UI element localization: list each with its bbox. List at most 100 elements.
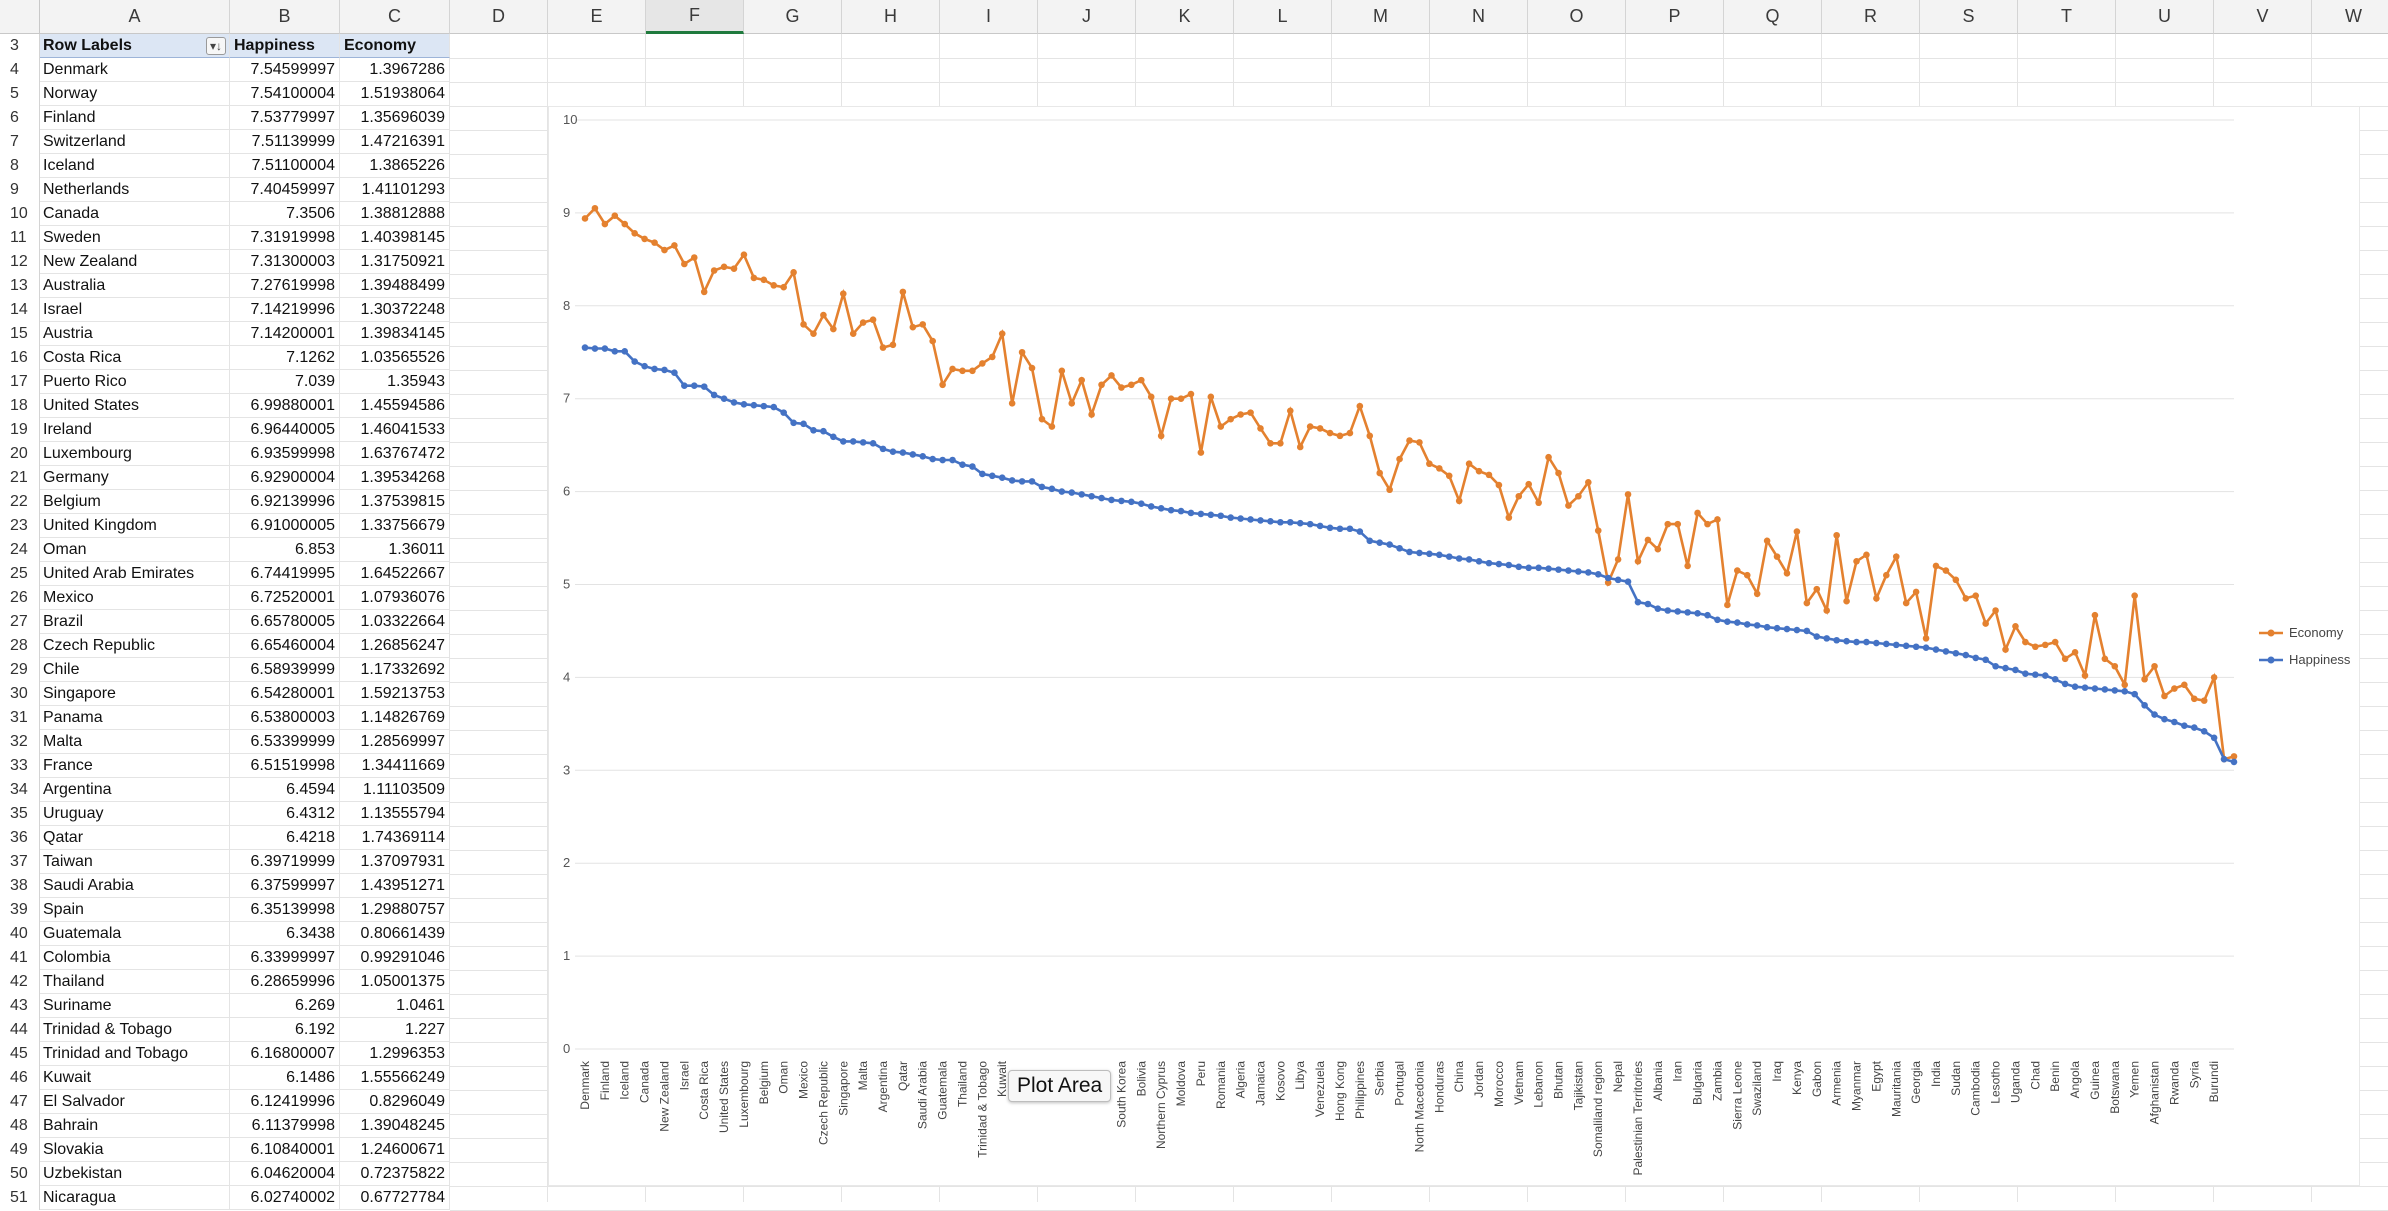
cell-country[interactable]: Finland xyxy=(40,106,230,130)
row-header[interactable]: 17 xyxy=(0,370,40,394)
cell-country[interactable]: Qatar xyxy=(40,826,230,850)
row-header[interactable]: 18 xyxy=(0,394,40,418)
cell-country[interactable]: Thailand xyxy=(40,970,230,994)
cell-economy[interactable]: 1.39048245 xyxy=(340,1114,450,1138)
cell-happiness[interactable]: 6.4594 xyxy=(230,778,340,802)
cell-happiness[interactable]: 7.14200001 xyxy=(230,322,340,346)
cell-happiness[interactable]: 6.65780005 xyxy=(230,610,340,634)
cell-economy[interactable]: 1.39834145 xyxy=(340,322,450,346)
sort-filter-icon[interactable]: ▾↓ xyxy=(206,37,226,55)
cell-country[interactable]: Trinidad & Tobago xyxy=(40,1018,230,1042)
column-header[interactable]: N xyxy=(1430,0,1528,34)
cell-country[interactable]: Oman xyxy=(40,538,230,562)
cell-economy[interactable]: 1.29880757 xyxy=(340,898,450,922)
cell-happiness[interactable]: 6.10840001 xyxy=(230,1138,340,1162)
cell-happiness[interactable]: 6.853 xyxy=(230,538,340,562)
cell-economy[interactable]: 0.99291046 xyxy=(340,946,450,970)
cell-economy[interactable]: 1.14826769 xyxy=(340,706,450,730)
cell-happiness[interactable]: 7.31300003 xyxy=(230,250,340,274)
row-header[interactable]: 41 xyxy=(0,946,40,970)
cell-economy[interactable]: 1.03322664 xyxy=(340,610,450,634)
cell-country[interactable]: Germany xyxy=(40,466,230,490)
row-header[interactable]: 12 xyxy=(0,250,40,274)
column-header[interactable]: W xyxy=(2312,0,2388,34)
cell-country[interactable]: Spain xyxy=(40,898,230,922)
cell-happiness[interactable]: 6.39719999 xyxy=(230,850,340,874)
cell-happiness[interactable]: 7.3506 xyxy=(230,202,340,226)
cell-economy[interactable]: 1.47216391 xyxy=(340,130,450,154)
row-header[interactable]: 43 xyxy=(0,994,40,1018)
cell-economy[interactable]: 0.72375822 xyxy=(340,1162,450,1186)
row-header[interactable]: 45 xyxy=(0,1042,40,1066)
cell-country[interactable]: Puerto Rico xyxy=(40,370,230,394)
column-header[interactable]: D xyxy=(450,0,548,34)
row-header[interactable]: 35 xyxy=(0,802,40,826)
cell-happiness[interactable]: 7.54599997 xyxy=(230,58,340,82)
cell-economy[interactable]: 1.39534268 xyxy=(340,466,450,490)
pivot-header-happiness[interactable]: Happiness xyxy=(230,34,340,58)
cell-economy[interactable]: 1.35696039 xyxy=(340,106,450,130)
cell-economy[interactable]: 1.31750921 xyxy=(340,250,450,274)
cell-economy[interactable]: 1.55566249 xyxy=(340,1066,450,1090)
column-header[interactable]: O xyxy=(1528,0,1626,34)
row-header[interactable]: 44 xyxy=(0,1018,40,1042)
cell-happiness[interactable]: 6.33999997 xyxy=(230,946,340,970)
cell-country[interactable]: Slovakia xyxy=(40,1138,230,1162)
row-header[interactable]: 27 xyxy=(0,610,40,634)
row-header[interactable]: 4 xyxy=(0,58,40,82)
row-header[interactable]: 9 xyxy=(0,178,40,202)
row-header[interactable]: 13 xyxy=(0,274,40,298)
cell-happiness[interactable]: 6.99880001 xyxy=(230,394,340,418)
cell-happiness[interactable]: 6.93599998 xyxy=(230,442,340,466)
cell-happiness[interactable]: 6.53399999 xyxy=(230,730,340,754)
row-header[interactable]: 32 xyxy=(0,730,40,754)
column-header[interactable]: A xyxy=(40,0,230,34)
cell-country[interactable]: Belgium xyxy=(40,490,230,514)
cell-country[interactable]: Norway xyxy=(40,82,230,106)
cell-happiness[interactable]: 6.74419995 xyxy=(230,562,340,586)
cell-country[interactable]: Israel xyxy=(40,298,230,322)
cell-country[interactable]: Trinidad and Tobago xyxy=(40,1042,230,1066)
cell-happiness[interactable]: 6.4218 xyxy=(230,826,340,850)
cell-economy[interactable]: 1.28569997 xyxy=(340,730,450,754)
cell-happiness[interactable]: 6.3438 xyxy=(230,922,340,946)
cell-country[interactable]: Malta xyxy=(40,730,230,754)
cell-happiness[interactable]: 7.31919998 xyxy=(230,226,340,250)
cell-economy[interactable]: 1.45594586 xyxy=(340,394,450,418)
cell-economy[interactable]: 1.34411669 xyxy=(340,754,450,778)
row-header[interactable]: 5 xyxy=(0,82,40,106)
cell-economy[interactable]: 1.40398145 xyxy=(340,226,450,250)
row-header[interactable]: 28 xyxy=(0,634,40,658)
column-header[interactable]: F xyxy=(646,0,744,34)
row-header[interactable]: 10 xyxy=(0,202,40,226)
row-header[interactable]: 39 xyxy=(0,898,40,922)
row-header[interactable]: 30 xyxy=(0,682,40,706)
cell-country[interactable]: New Zealand xyxy=(40,250,230,274)
cell-economy[interactable]: 1.51938064 xyxy=(340,82,450,106)
row-header[interactable]: 24 xyxy=(0,538,40,562)
row-header[interactable]: 47 xyxy=(0,1090,40,1114)
cell-country[interactable]: United States xyxy=(40,394,230,418)
cell-happiness[interactable]: 6.65460004 xyxy=(230,634,340,658)
row-header[interactable]: 36 xyxy=(0,826,40,850)
cell-economy[interactable]: 1.64522667 xyxy=(340,562,450,586)
cell-happiness[interactable]: 6.28659996 xyxy=(230,970,340,994)
cell-country[interactable]: Denmark xyxy=(40,58,230,82)
cell-economy[interactable]: 1.39488499 xyxy=(340,274,450,298)
cell-country[interactable]: Switzerland xyxy=(40,130,230,154)
cell-economy[interactable]: 1.13555794 xyxy=(340,802,450,826)
row-header[interactable]: 22 xyxy=(0,490,40,514)
row-header[interactable]: 14 xyxy=(0,298,40,322)
cell-happiness[interactable]: 7.51139999 xyxy=(230,130,340,154)
cell-country[interactable]: Costa Rica xyxy=(40,346,230,370)
column-header[interactable]: H xyxy=(842,0,940,34)
cell-economy[interactable]: 1.36011 xyxy=(340,538,450,562)
row-header[interactable]: 46 xyxy=(0,1066,40,1090)
cell-happiness[interactable]: 6.35139998 xyxy=(230,898,340,922)
pivot-header-economy[interactable]: Economy xyxy=(340,34,450,58)
cell-country[interactable]: Brazil xyxy=(40,610,230,634)
cell-country[interactable]: Taiwan xyxy=(40,850,230,874)
column-header[interactable]: U xyxy=(2116,0,2214,34)
cell-economy[interactable]: 1.17332692 xyxy=(340,658,450,682)
